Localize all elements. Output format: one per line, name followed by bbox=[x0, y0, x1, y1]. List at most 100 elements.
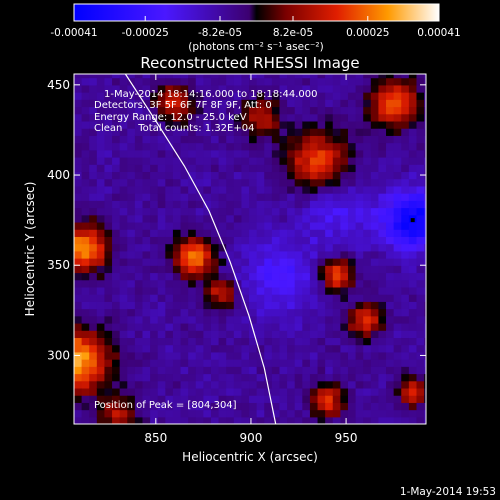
heatmap-cell bbox=[370, 373, 380, 382]
heatmap-cell bbox=[325, 92, 334, 100]
heatmap-cell bbox=[226, 380, 235, 389]
heatmap-cell bbox=[378, 265, 387, 274]
heatmap-cell bbox=[302, 402, 311, 411]
heatmap-cell bbox=[294, 373, 303, 382]
heatmap-cell bbox=[127, 214, 136, 223]
heatmap-cell bbox=[340, 265, 349, 274]
heatmap-cell bbox=[157, 236, 166, 245]
heatmap-cell bbox=[287, 236, 296, 245]
heatmap-cell bbox=[112, 380, 121, 389]
heatmap-cell bbox=[74, 322, 83, 331]
heatmap-cell bbox=[386, 106, 395, 115]
heatmap-cell bbox=[203, 344, 212, 353]
heatmap-cell bbox=[104, 120, 113, 129]
heatmap-cell bbox=[226, 409, 235, 418]
heatmap-cell bbox=[74, 106, 83, 115]
heatmap-cell bbox=[347, 359, 357, 367]
heatmap-cell bbox=[370, 229, 380, 237]
heatmap-cell bbox=[424, 380, 426, 389]
heatmap-cell bbox=[119, 171, 128, 180]
heatmap-cell bbox=[393, 92, 402, 100]
heatmap-cell bbox=[256, 229, 265, 237]
heatmap-cell bbox=[340, 74, 349, 79]
heatmap-cell bbox=[287, 322, 296, 331]
heatmap-cell bbox=[165, 243, 174, 252]
heatmap-cell bbox=[424, 236, 426, 245]
heatmap-cell bbox=[81, 207, 90, 216]
heatmap-cell bbox=[226, 294, 235, 302]
heatmap-cell bbox=[218, 265, 227, 274]
heatmap-cell bbox=[309, 207, 319, 216]
heatmap-cell bbox=[355, 330, 364, 339]
heatmap-cell bbox=[119, 286, 128, 295]
heatmap-cell bbox=[302, 142, 311, 151]
heatmap-cell bbox=[96, 178, 106, 187]
heatmap-cell bbox=[408, 207, 418, 216]
heatmap-cell bbox=[302, 149, 311, 158]
heatmap-cell bbox=[119, 178, 128, 187]
heatmap-cell bbox=[271, 351, 281, 360]
heatmap-cell bbox=[370, 330, 380, 339]
heatmap-cell bbox=[408, 77, 418, 86]
heatmap-cell bbox=[104, 214, 113, 223]
heatmap-cell bbox=[218, 315, 227, 324]
heatmap-cell bbox=[104, 322, 113, 331]
heatmap-cell bbox=[294, 171, 303, 180]
heatmap-cell bbox=[104, 221, 113, 230]
heatmap-cell bbox=[81, 106, 90, 115]
heatmap-cell bbox=[249, 135, 258, 144]
heatmap-cell bbox=[332, 135, 341, 144]
heatmap-cell bbox=[271, 149, 281, 158]
heatmap-cell bbox=[347, 149, 357, 158]
heatmap-cell bbox=[271, 272, 281, 281]
heatmap-cell bbox=[271, 359, 281, 367]
heatmap-cell bbox=[355, 128, 364, 136]
heatmap-cell bbox=[370, 84, 380, 93]
heatmap-cell bbox=[134, 221, 144, 230]
heatmap-cell bbox=[89, 135, 98, 144]
heatmap-cell bbox=[226, 337, 235, 346]
heatmap-cell bbox=[210, 416, 220, 424]
heatmap-cell bbox=[279, 301, 288, 310]
heatmap-cell bbox=[96, 294, 106, 302]
heatmap-cell bbox=[218, 359, 227, 367]
heatmap-cell bbox=[142, 366, 151, 375]
heatmap-cell bbox=[157, 286, 166, 295]
heatmap-cell bbox=[127, 416, 136, 424]
heatmap-cell bbox=[89, 106, 98, 115]
heatmap-cell bbox=[294, 77, 303, 86]
heatmap-cell bbox=[424, 387, 426, 396]
heatmap-cell bbox=[165, 120, 174, 129]
heatmap-cell bbox=[271, 214, 281, 223]
heatmap-cell bbox=[401, 416, 410, 424]
heatmap-cell bbox=[134, 387, 144, 396]
heatmap-cell bbox=[249, 402, 258, 411]
heatmap-cell bbox=[408, 286, 418, 295]
heatmap-cell bbox=[195, 221, 204, 230]
heatmap-cell bbox=[150, 92, 159, 100]
heatmap-cell bbox=[317, 337, 326, 346]
heatmap-cell bbox=[210, 258, 220, 266]
heatmap-cell bbox=[325, 164, 334, 173]
heatmap-cell bbox=[119, 229, 128, 237]
heatmap-cell bbox=[287, 120, 296, 129]
heatmap-cell bbox=[96, 373, 106, 382]
heatmap-cell bbox=[264, 301, 273, 310]
heatmap-cell bbox=[157, 178, 166, 187]
heatmap-cell bbox=[165, 286, 174, 295]
heatmap-cell bbox=[96, 265, 106, 274]
heatmap-cell bbox=[165, 74, 174, 79]
heatmap-cell bbox=[96, 395, 106, 403]
heatmap-cell bbox=[408, 308, 418, 317]
heatmap-cell bbox=[119, 351, 128, 360]
heatmap-cell bbox=[150, 366, 159, 375]
heatmap-cell bbox=[363, 265, 372, 274]
heatmap-cell bbox=[393, 373, 402, 382]
heatmap-cell bbox=[157, 402, 166, 411]
heatmap-cell bbox=[363, 272, 372, 281]
heatmap-cell bbox=[271, 128, 281, 136]
colorbar bbox=[73, 3, 440, 22]
heatmap-cell bbox=[256, 250, 265, 259]
heatmap-cell bbox=[386, 272, 395, 281]
heatmap-cell bbox=[249, 243, 258, 252]
